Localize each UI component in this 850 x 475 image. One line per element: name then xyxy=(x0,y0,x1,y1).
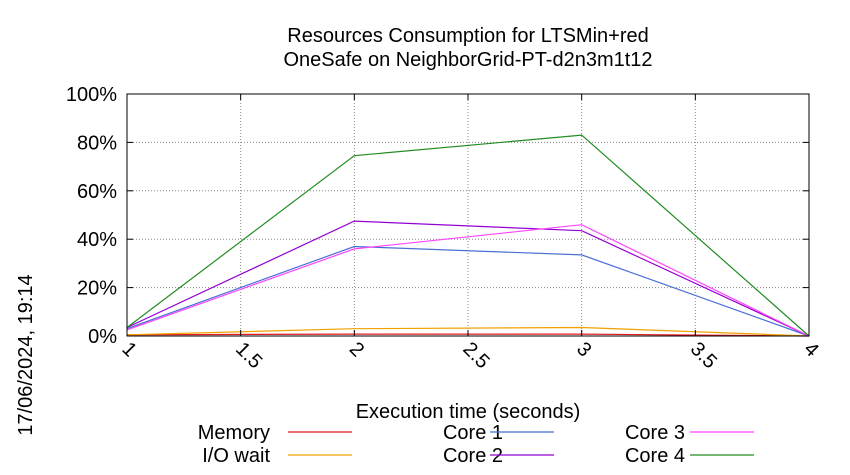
x-tick-label: 3 xyxy=(572,338,595,361)
series-line-core-4 xyxy=(126,134,810,337)
legend-label-i-o-wait: I/O wait xyxy=(202,445,270,467)
x-tick-label: 4 xyxy=(799,338,822,361)
legend-label-core-1: Core 1 xyxy=(443,422,503,444)
x-axis-ticks: 1 1.5 2 2.5 3 3.5 4 xyxy=(117,94,823,373)
y-tick-label: 40% xyxy=(77,229,117,251)
series-line-core-2 xyxy=(126,220,810,337)
y-tick-label: 20% xyxy=(77,278,117,300)
x-tick-label: 2.5 xyxy=(458,338,493,373)
chart-title: Resources Consumption for LTSMin+red One… xyxy=(283,25,652,71)
legend-label-memory: Memory xyxy=(198,422,270,444)
legend-label-core-3: Core 3 xyxy=(625,422,685,444)
legend-label-core-2: Core 2 xyxy=(443,445,503,467)
series-line-core-3 xyxy=(126,224,810,337)
chart-title-line-2: OneSafe on NeighborGrid-PT-d2n3m1t12 xyxy=(283,49,652,71)
y-tick-label: 80% xyxy=(77,132,117,154)
y-axis-ticks: 0% 20% 40% 60% 80% 100% xyxy=(66,84,809,348)
series-line-core-1 xyxy=(126,245,810,337)
y-tick-label: 0% xyxy=(88,326,117,348)
x-tick-label: 1.5 xyxy=(231,338,266,373)
y-tick-label: 60% xyxy=(77,181,117,203)
x-tick-label: 2 xyxy=(345,338,368,361)
chart-title-line-1: Resources Consumption for LTSMin+red xyxy=(287,25,648,47)
y-tick-label: 100% xyxy=(66,84,117,106)
x-tick-label: 1 xyxy=(117,338,140,361)
timestamp-label: 17/06/2024, 19:14 xyxy=(15,274,37,435)
x-tick-label: 3.5 xyxy=(686,338,721,373)
legend-label-core-4: Core 4 xyxy=(625,445,685,467)
x-axis-label: Execution time (seconds) xyxy=(356,401,581,423)
